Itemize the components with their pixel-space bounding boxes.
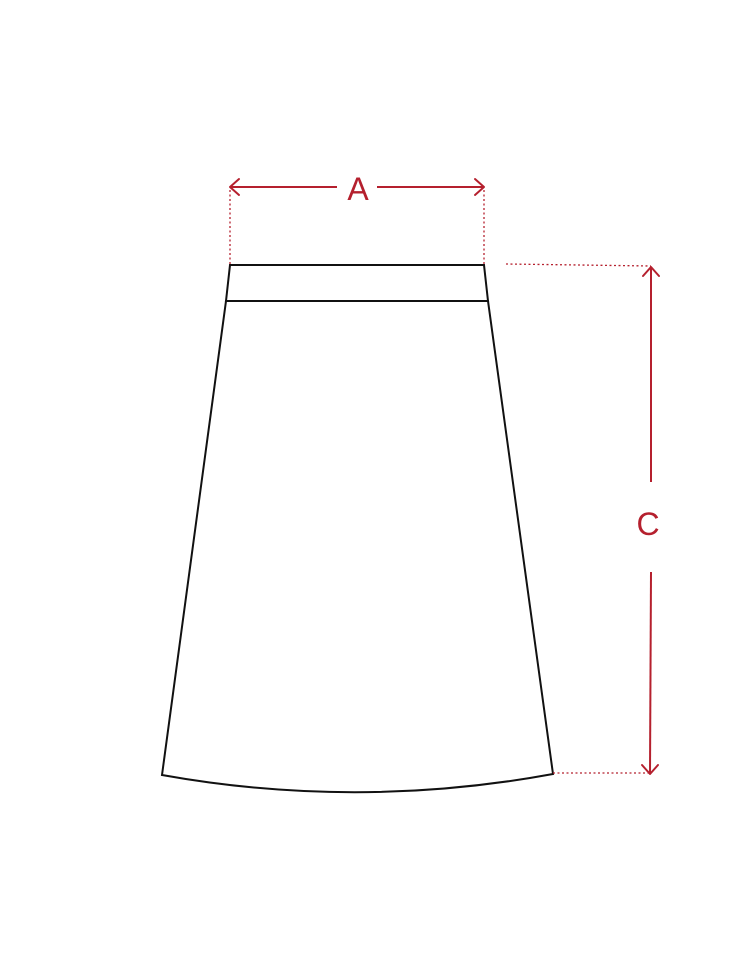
dimension-c-arrowhead-bottom (641, 764, 659, 775)
dimension-c-label: C (636, 506, 659, 542)
dimension-c: C (505, 263, 660, 775)
skirt-waistband (224, 264, 490, 302)
dimension-a-arrowhead-left (229, 178, 240, 196)
dimension-a-arrowhead-right (474, 178, 485, 196)
dimension-a-label: A (347, 171, 369, 207)
dimension-c-line-bottom (649, 571, 652, 775)
dimension-a: A (229, 171, 485, 265)
dimension-c-arrowhead-top (642, 266, 660, 277)
skirt-body (160, 300, 555, 794)
dimension-c-guide-top (505, 263, 652, 267)
